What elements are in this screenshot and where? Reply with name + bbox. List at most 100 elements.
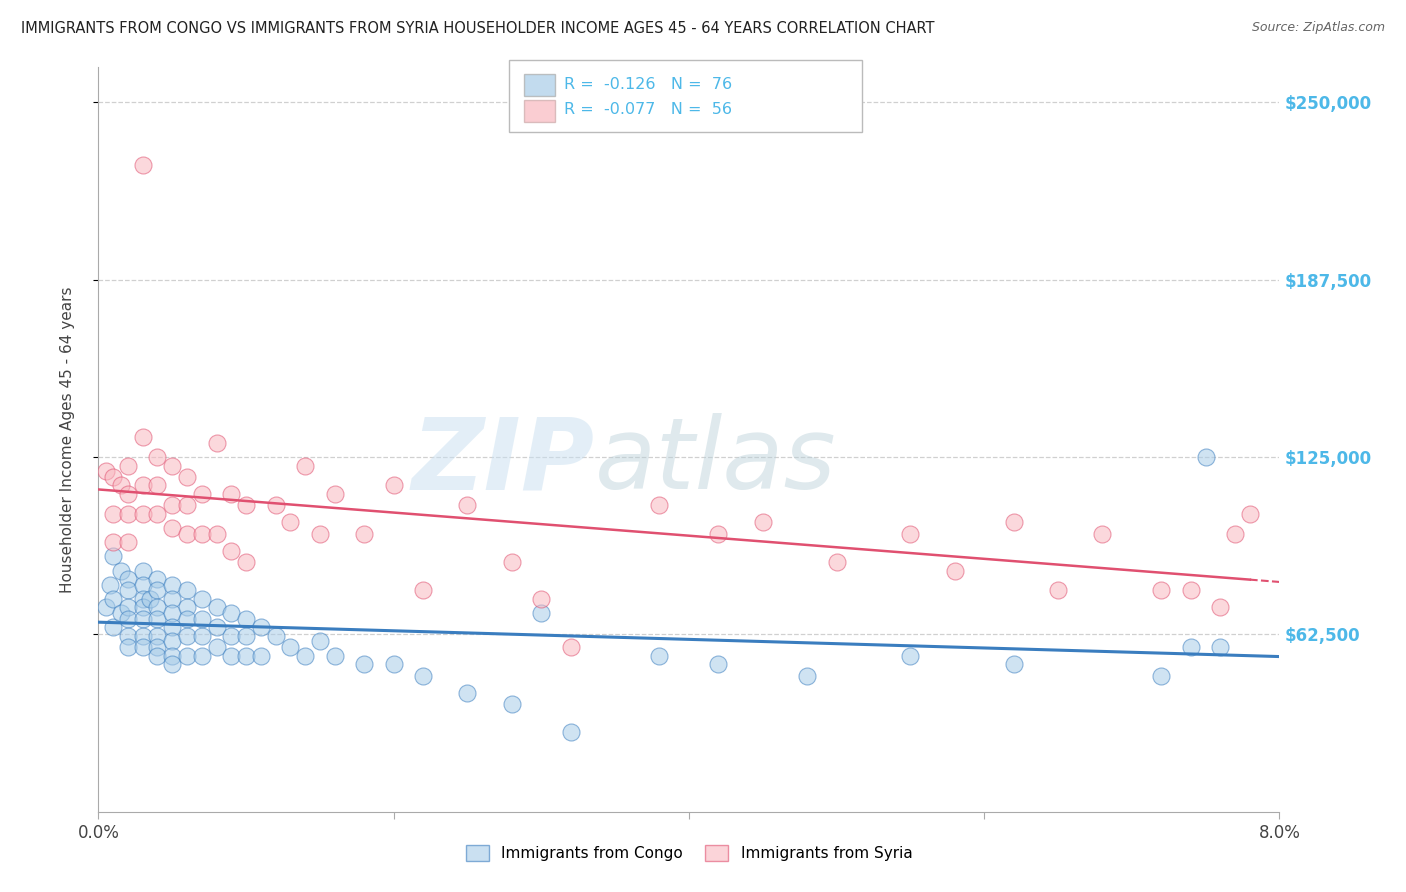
Point [176,648,198,663]
Point [1195,450,1218,464]
Point [176,526,198,541]
Point [146,648,169,663]
Point [176,470,198,484]
Point [176,612,198,626]
Point [132,578,155,592]
Point [146,507,169,521]
Point [309,634,332,648]
Point [191,526,214,541]
Point [1046,583,1070,598]
Point [103,535,125,549]
Point [900,648,922,663]
Point [146,629,169,643]
Point [162,458,183,473]
Text: R =  -0.077   N =  56: R = -0.077 N = 56 [564,103,731,117]
Point [103,507,125,521]
Text: R =  -0.126   N =  76: R = -0.126 N = 76 [564,78,733,92]
Point [280,516,302,530]
Point [191,612,214,626]
Point [264,498,287,512]
Point [235,629,257,643]
Point [191,629,214,643]
Point [176,629,198,643]
Point [117,583,139,598]
Point [132,158,155,172]
Point [323,648,346,663]
Point [530,606,553,620]
Point [221,629,243,643]
Point [103,470,125,484]
Point [1209,640,1232,655]
Point [132,478,155,492]
Point [103,549,125,564]
Point [103,591,125,606]
Text: ZIP: ZIP [412,413,595,510]
Point [1180,640,1202,655]
Point [1225,526,1247,541]
Point [1209,600,1232,615]
Point [1239,507,1261,521]
Point [146,612,169,626]
Point [294,648,316,663]
Point [353,657,375,672]
Point [132,430,155,444]
Y-axis label: Householder Income Ages 45 - 64 years: Householder Income Ages 45 - 64 years [60,286,75,592]
Point [117,572,139,586]
Point [323,487,346,501]
Point [117,600,139,615]
Point [162,578,183,592]
Point [132,564,155,578]
Point [707,526,730,541]
Point [205,620,228,634]
Point [412,583,434,598]
Point [235,498,257,512]
Point [162,498,183,512]
Point [132,591,155,606]
Point [176,600,198,615]
Point [280,640,302,655]
Point [176,583,198,598]
Legend: Immigrants from Congo, Immigrants from Syria: Immigrants from Congo, Immigrants from S… [460,839,918,867]
Point [250,648,273,663]
Point [162,606,183,620]
Point [162,521,183,535]
Point [139,591,162,606]
Point [221,543,243,558]
Point [457,498,479,512]
Point [648,648,671,663]
Point [264,629,287,643]
Point [146,583,169,598]
Point [146,640,169,655]
Point [110,564,132,578]
Point [103,620,125,634]
Point [353,526,375,541]
Point [457,685,479,699]
Point [1002,657,1025,672]
Point [98,578,121,592]
Point [162,648,183,663]
Point [191,591,214,606]
Point [235,612,257,626]
Point [250,620,273,634]
Point [162,657,183,672]
Point [176,498,198,512]
Point [146,600,169,615]
Point [382,657,405,672]
Point [117,507,139,521]
Point [221,648,243,663]
Point [1002,516,1025,530]
Point [205,435,228,450]
Point [205,526,228,541]
Point [382,478,405,492]
Point [796,668,818,682]
Point [235,648,257,663]
Point [162,620,183,634]
Point [707,657,730,672]
Point [191,648,214,663]
Point [132,507,155,521]
Point [117,487,139,501]
Point [94,464,117,478]
Point [560,640,582,655]
Point [412,668,434,682]
Point [235,555,257,569]
